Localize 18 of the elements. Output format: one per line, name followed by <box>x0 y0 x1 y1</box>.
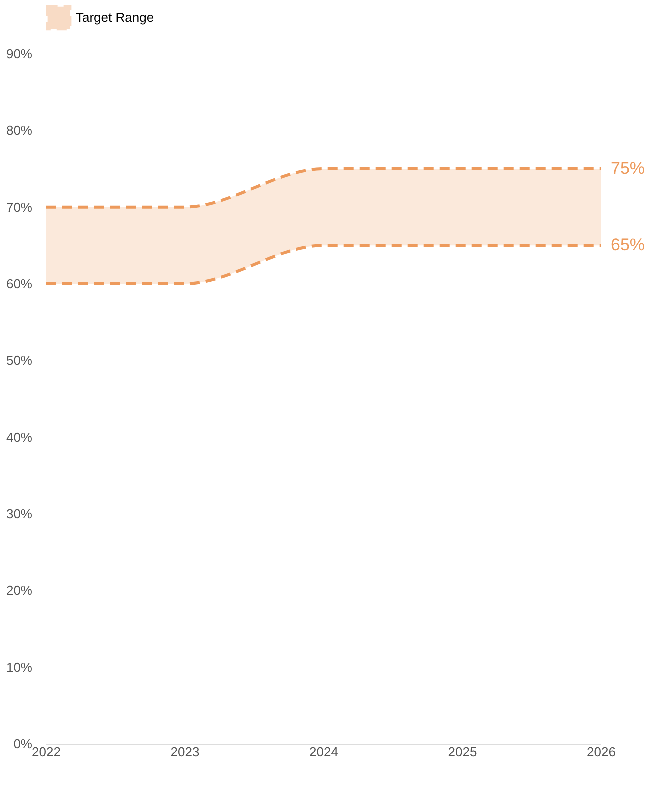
x-tick-label: 2026 <box>587 744 616 760</box>
x-tick-label: 2023 <box>170 744 200 760</box>
y-tick-label: 90% <box>6 46 33 62</box>
y-tick-label: 0% <box>14 736 33 752</box>
x-tick-label: 2025 <box>448 744 478 760</box>
y-tick-label: 30% <box>6 506 33 522</box>
legend-label: Target Range <box>76 10 154 25</box>
annotation: 65% <box>611 236 646 255</box>
y-tick-label: 20% <box>6 583 33 598</box>
y-tick-label: 80% <box>6 123 33 138</box>
y-tick-label: 40% <box>6 430 33 445</box>
annotation: 75% <box>611 159 646 178</box>
x-tick-label: 2022 <box>32 744 61 760</box>
y-tick-label: 50% <box>6 353 33 368</box>
y-tick-label: 10% <box>6 660 33 675</box>
y-tick-label: 70% <box>6 200 33 215</box>
x-tick-label: 2024 <box>310 744 338 760</box>
y-tick-label: 60% <box>6 276 33 292</box>
